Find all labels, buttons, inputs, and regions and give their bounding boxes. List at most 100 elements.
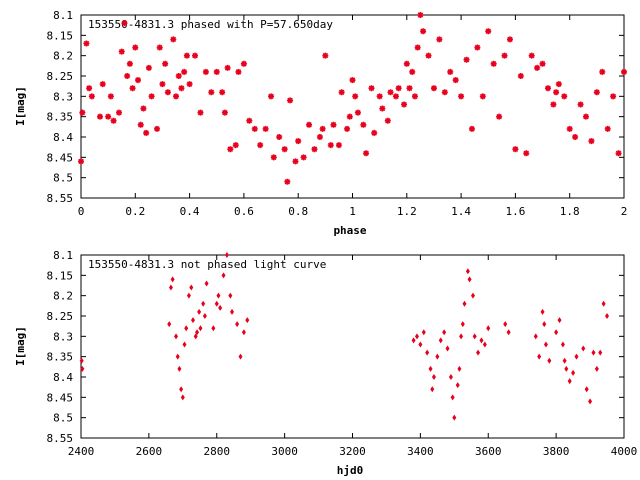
data-point [401, 101, 408, 108]
data-point [560, 341, 565, 348]
x-tick-label: 3200 [339, 445, 366, 458]
data-points [79, 252, 610, 421]
data-point [582, 113, 589, 120]
data-point [463, 56, 470, 63]
data-point [86, 85, 93, 92]
data-point [567, 378, 572, 385]
data-point [553, 89, 560, 96]
x-axis-label: hjd0 [337, 464, 364, 477]
data-point [230, 308, 235, 315]
data-point [534, 64, 541, 71]
data-point [235, 68, 242, 75]
data-point [420, 28, 427, 35]
data-point [598, 349, 603, 356]
data-point [167, 321, 172, 328]
data-point [562, 357, 567, 364]
data-point [403, 60, 410, 67]
data-point [425, 52, 432, 59]
data-point [183, 52, 190, 59]
data-point [145, 64, 152, 71]
data-point [129, 85, 136, 92]
data-point [107, 93, 114, 100]
data-point [605, 313, 610, 319]
data-point [140, 105, 147, 112]
data-point [479, 93, 486, 100]
data-point [319, 125, 326, 132]
x-tick-label: 2 [621, 205, 628, 218]
data-point [135, 77, 142, 84]
y-tick-label: 8.3 [53, 330, 73, 343]
data-point [490, 60, 497, 67]
data-point [246, 117, 253, 124]
data-point [503, 321, 508, 328]
y-tick-label: 8.2 [53, 290, 73, 303]
data-point [202, 313, 207, 319]
y-tick-label: 8.4 [53, 371, 73, 384]
data-point [110, 117, 117, 124]
data-point [186, 81, 193, 88]
data-point [240, 60, 247, 67]
data-point [159, 81, 166, 88]
data-point [352, 93, 359, 100]
data-point [564, 365, 569, 372]
data-point [425, 349, 430, 356]
data-point [438, 337, 443, 344]
data-point [486, 325, 491, 332]
data-point [211, 325, 216, 332]
data-point [311, 146, 318, 153]
data-point [584, 386, 589, 393]
x-tick-label: 3800 [543, 445, 570, 458]
chart-title: 153550-4831.3 not phased light curve [88, 258, 326, 271]
data-point [173, 93, 180, 100]
data-point [387, 89, 394, 96]
x-tick-label: 0.4 [180, 205, 200, 218]
data-point [472, 333, 477, 340]
data-point [338, 89, 345, 96]
data-point [218, 304, 223, 311]
data-point [601, 300, 606, 307]
x-tick-label: 0 [78, 205, 85, 218]
axis-ticks: 0 0.2 0.4 0.6 0.8 1 1.2 1.4 1.6 1.8 2 8.1 8.15 8.2 8.2… [47, 9, 628, 218]
data-point [467, 276, 472, 283]
data-point [376, 93, 383, 100]
x-tick-label: 1.2 [397, 205, 417, 218]
data-point [395, 85, 402, 92]
data-point [344, 125, 351, 132]
data-point [501, 52, 508, 59]
data-point [180, 394, 185, 401]
data-point [479, 337, 484, 344]
data-point [170, 36, 177, 43]
data-point [455, 382, 460, 389]
phased-light-curve-panel: 153550-4831.3 phased with P=57.650day ph… [14, 9, 627, 237]
data-point [445, 345, 450, 352]
data-point [241, 329, 246, 336]
y-tick-label: 8.55 [47, 432, 74, 445]
data-point [224, 64, 231, 71]
data-point [228, 292, 233, 299]
data-point [306, 121, 313, 128]
data-point [79, 109, 86, 116]
data-point [384, 117, 391, 124]
data-point [458, 93, 465, 100]
y-tick-label: 8.5 [53, 412, 73, 425]
data-point [414, 44, 421, 51]
data-point [105, 113, 112, 120]
data-point [238, 353, 243, 360]
data-point [452, 414, 457, 421]
data-point [411, 93, 418, 100]
data-point [572, 134, 579, 140]
data-point [604, 125, 611, 132]
y-tick-label: 8.55 [47, 192, 74, 205]
data-point [371, 129, 378, 136]
data-point [430, 85, 437, 92]
data-point [177, 365, 182, 372]
data-point [448, 374, 453, 380]
data-point [428, 365, 433, 372]
data-point [179, 386, 184, 393]
data-point [224, 252, 229, 258]
data-point [276, 134, 283, 140]
data-point [287, 97, 294, 104]
x-tick-label: 1.8 [560, 205, 580, 218]
data-point [202, 68, 209, 75]
